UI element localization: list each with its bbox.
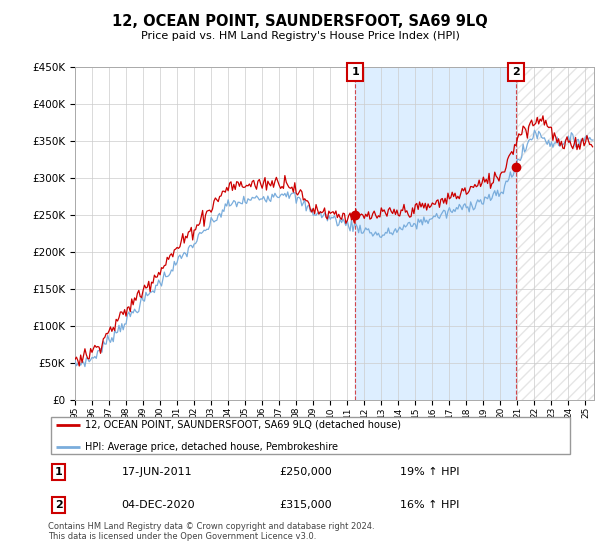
Text: 1: 1 [55, 467, 62, 477]
Text: 12, OCEAN POINT, SAUNDERSFOOT, SA69 9LQ (detached house): 12, OCEAN POINT, SAUNDERSFOOT, SA69 9LQ … [85, 420, 401, 430]
Bar [355, 67, 516, 400]
Text: HPI: Average price, detached house, Pembrokeshire: HPI: Average price, detached house, Pemb… [85, 442, 338, 452]
Text: Price paid vs. HM Land Registry's House Price Index (HPI): Price paid vs. HM Land Registry's House … [140, 31, 460, 41]
Text: 16% ↑ HPI: 16% ↑ HPI [400, 500, 459, 510]
Text: £250,000: £250,000 [279, 467, 332, 477]
Text: 19% ↑ HPI: 19% ↑ HPI [400, 467, 459, 477]
FancyBboxPatch shape [50, 417, 571, 454]
Bar [516, 67, 594, 400]
Text: 04-DEC-2020: 04-DEC-2020 [121, 500, 195, 510]
Text: Contains HM Land Registry data © Crown copyright and database right 2024.
This d: Contains HM Land Registry data © Crown c… [48, 522, 374, 542]
Text: £315,000: £315,000 [279, 500, 332, 510]
Text: 2: 2 [55, 500, 62, 510]
Text: 1: 1 [351, 67, 359, 77]
Text: 12, OCEAN POINT, SAUNDERSFOOT, SA69 9LQ: 12, OCEAN POINT, SAUNDERSFOOT, SA69 9LQ [112, 14, 488, 29]
Text: 17-JUN-2011: 17-JUN-2011 [121, 467, 192, 477]
Bar [516, 67, 594, 400]
Text: 2: 2 [512, 67, 520, 77]
